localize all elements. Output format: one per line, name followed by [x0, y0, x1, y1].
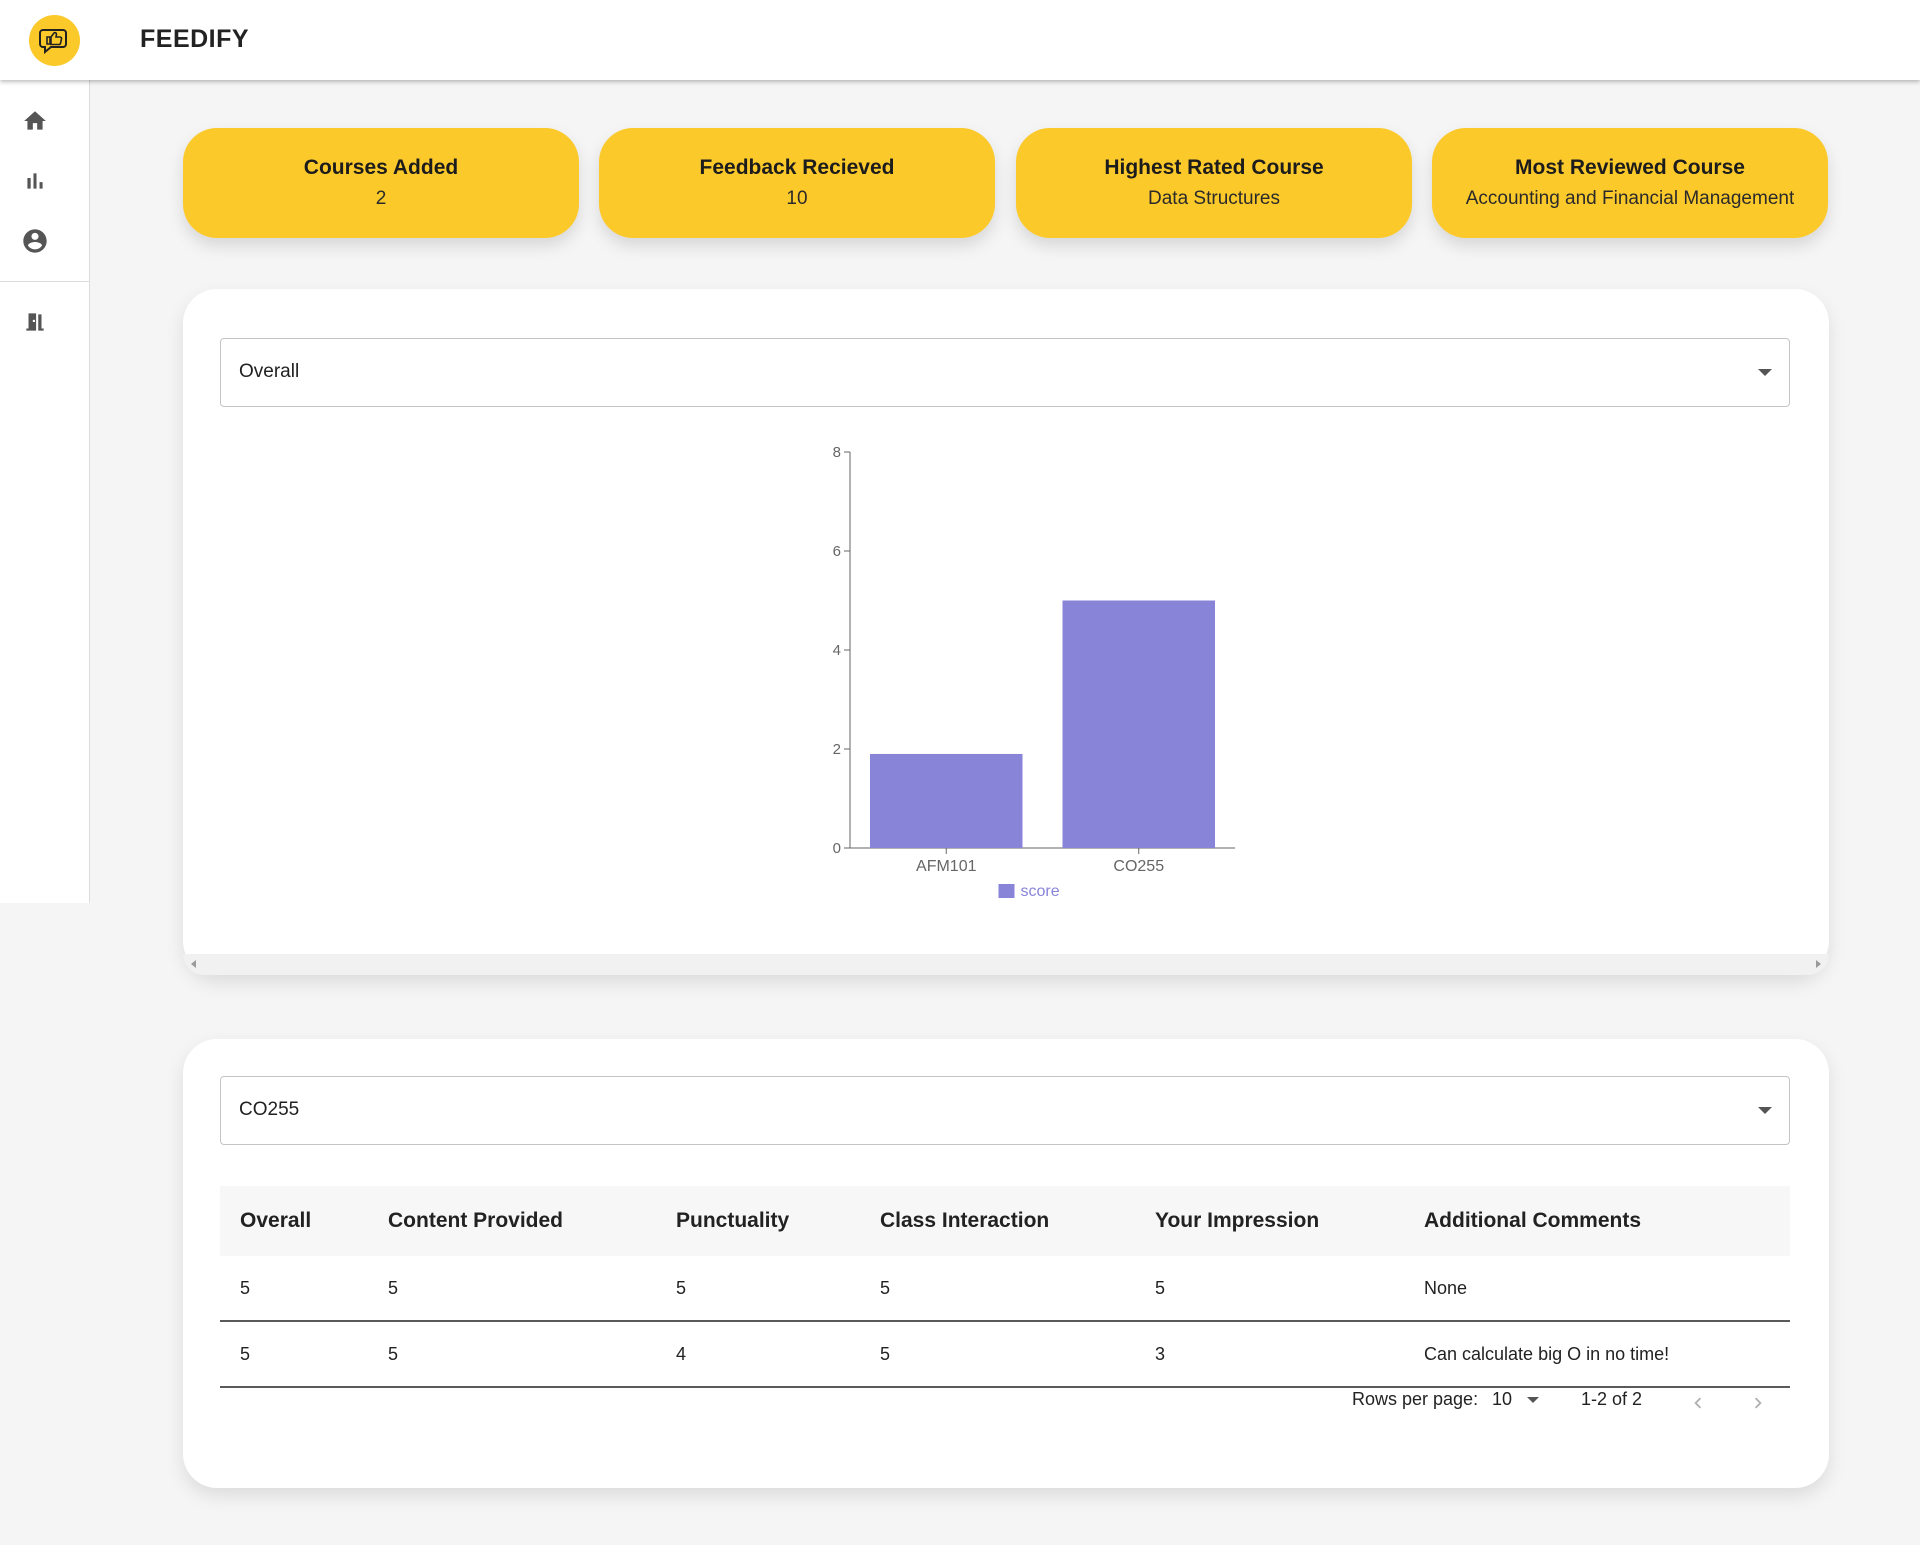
stat-title: Feedback Recieved: [699, 156, 895, 179]
stat-value: Data Structures: [1148, 188, 1280, 209]
table-cell: 3: [1135, 1321, 1404, 1388]
table-cell: 5: [220, 1321, 368, 1388]
bar-chart: 0 2 4 6 8 AFM101 CO255 score: [833, 444, 1235, 900]
chevron-down-icon: [1758, 369, 1772, 376]
y-tick-label: 8: [833, 444, 841, 461]
stat-title: Courses Added: [303, 156, 459, 179]
y-tick-label: 6: [833, 543, 841, 560]
chart-panel: Overall 0 2 4 6 8 AFM101 CO255 score: [183, 289, 1829, 975]
app-title: FEEDIFY: [140, 25, 250, 53]
table-cell: None: [1404, 1256, 1790, 1322]
x-tick-label: CO255: [1113, 858, 1164, 875]
table-cell: Can calculate big O in no time!: [1404, 1321, 1790, 1388]
chevron-down-icon: [1758, 1107, 1772, 1114]
column-header[interactable]: Your Impression: [1155, 1209, 1320, 1232]
sidebar: [0, 80, 90, 903]
stat-card-highest-rated: Highest Rated Course Data Structures: [1016, 128, 1412, 238]
sidebar-divider: [0, 281, 89, 282]
x-tick-label: AFM101: [916, 858, 977, 875]
table-cell: 5: [656, 1256, 860, 1322]
table-cell: 5: [1135, 1256, 1404, 1322]
legend-swatch: [998, 884, 1015, 898]
table-cell: 5: [860, 1321, 1135, 1388]
bar: [870, 753, 1023, 848]
table-course-select[interactable]: CO255: [220, 1076, 1790, 1145]
rows-per-page-select[interactable]: 10: [1492, 1389, 1552, 1419]
caret-down-icon: [1527, 1397, 1540, 1404]
account-circle-icon[interactable]: [20, 226, 50, 256]
thumbs-up-chat-icon[interactable]: [29, 15, 80, 66]
bar: [1062, 600, 1215, 848]
select-value: CO255: [239, 1099, 300, 1120]
next-page-icon[interactable]: [1743, 1388, 1773, 1418]
stat-card-courses-added: Courses Added 2: [183, 128, 579, 238]
stat-value: Accounting and Financial Management: [1465, 188, 1795, 209]
column-header[interactable]: Punctuality: [676, 1209, 790, 1232]
column-header[interactable]: Content Provided: [388, 1209, 564, 1232]
exit-door-icon[interactable]: [20, 307, 50, 337]
table-cell: 5: [860, 1256, 1135, 1322]
scroll-right-arrow-icon[interactable]: [1816, 960, 1821, 968]
feedback-table-panel: CO255 Overall Content Provided Punctuali…: [183, 1039, 1829, 1488]
scroll-left-arrow-icon[interactable]: [191, 960, 196, 968]
horizontal-scrollbar[interactable]: [183, 954, 1829, 975]
pagination-range: 1-2 of 2: [1581, 1389, 1643, 1409]
stat-card-feedback-received: Feedback Recieved 10: [599, 128, 995, 238]
rows-per-page-value: 10: [1492, 1389, 1513, 1409]
feedback-table: Overall Content Provided Punctuality Cla…: [220, 1186, 1790, 1388]
y-tick-label: 0: [833, 840, 841, 857]
rows-per-page-label: Rows per page:: [1352, 1389, 1479, 1409]
column-header[interactable]: Overall: [240, 1209, 312, 1232]
table-cell: 4: [656, 1321, 860, 1388]
select-value: Overall: [239, 361, 300, 382]
bar-chart-icon[interactable]: [20, 166, 50, 196]
stat-value: 2: [375, 188, 387, 209]
home-icon[interactable]: [20, 106, 50, 136]
stat-value: 10: [786, 188, 808, 209]
app-bar: FEEDIFY: [0, 0, 1920, 80]
table-row[interactable]: 5 5 4 5 3 Can calculate big O in no time…: [220, 1321, 1790, 1388]
table-cell: 5: [368, 1256, 656, 1322]
y-tick-label: 2: [833, 741, 841, 758]
stat-title: Highest Rated Course: [1104, 156, 1324, 179]
table-header-row: Overall Content Provided Punctuality Cla…: [220, 1186, 1790, 1256]
stat-card-most-reviewed: Most Reviewed Course Accounting and Fina…: [1432, 128, 1828, 238]
table-cell: 5: [220, 1256, 368, 1322]
previous-page-icon[interactable]: [1683, 1388, 1713, 1418]
y-tick-label: 4: [833, 642, 841, 659]
chart-course-select[interactable]: Overall: [220, 338, 1790, 407]
table-cell: 5: [368, 1321, 656, 1388]
table-row[interactable]: 5 5 5 5 5 None: [220, 1256, 1790, 1322]
legend-label: score: [1021, 883, 1060, 900]
stat-title: Most Reviewed Course: [1515, 156, 1745, 179]
column-header[interactable]: Additional Comments: [1424, 1209, 1642, 1232]
column-header[interactable]: Class Interaction: [880, 1209, 1050, 1232]
